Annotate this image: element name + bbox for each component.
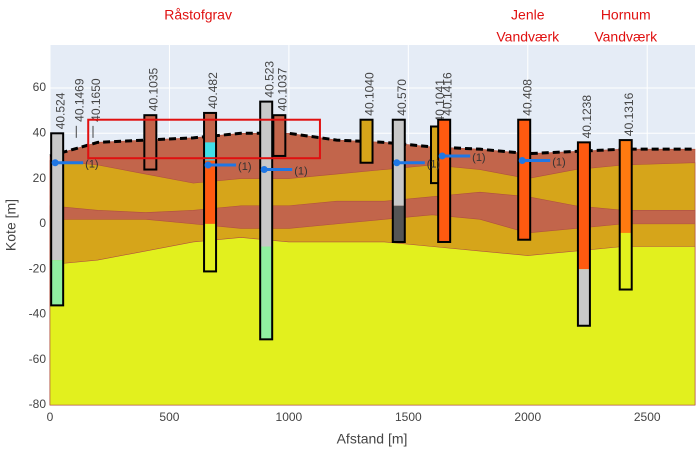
borehole-segment: [51, 133, 64, 261]
water-label: (1): [552, 156, 565, 168]
marker-label: 40.1469: [72, 78, 86, 122]
water-dot: [518, 156, 526, 164]
borehole-label: 40.570: [395, 79, 409, 116]
water-dot: [204, 161, 212, 169]
y-tick-label: -20: [29, 261, 47, 275]
borehole-segment: [273, 115, 286, 156]
borehole-label: 40.1040: [363, 72, 377, 116]
borehole-segment: [577, 142, 590, 270]
borehole-outline: [259, 100, 274, 341]
y-tick-label: -40: [29, 307, 47, 321]
water-label: (1): [238, 161, 251, 173]
borehole-segment: [577, 269, 590, 326]
water-label: (1): [85, 159, 98, 171]
borehole-outline: [143, 114, 158, 171]
water-label: (1): [427, 159, 440, 171]
x-tick-label: 500: [159, 410, 179, 424]
annotation: Råstofgrav: [164, 7, 232, 23]
borehole-segment: [204, 112, 217, 143]
borehole-segment: [619, 140, 632, 233]
borehole-label: 40.1316: [622, 92, 636, 136]
highlight-box: [87, 118, 321, 160]
annotation: Jenle: [511, 7, 545, 23]
y-tick-label: -80: [29, 397, 47, 411]
borehole-segment: [360, 119, 373, 163]
y-tick-label: -60: [29, 352, 47, 366]
annotation: Vandværk: [594, 29, 658, 45]
water-dot: [51, 159, 59, 167]
borehole-segment: [518, 119, 531, 240]
y-axis-label: Kote [m]: [3, 199, 19, 251]
y-tick-label: 20: [33, 171, 47, 185]
borehole-outline: [359, 118, 374, 164]
borehole-label: 40.1035: [147, 67, 161, 111]
borehole-outline: [517, 118, 532, 241]
x-axis-label: Afstand [m]: [337, 431, 408, 447]
borehole-outline: [618, 139, 633, 291]
marker-label: 40.1650: [89, 78, 103, 122]
water-dot: [260, 166, 268, 174]
x-tick-label: 1500: [395, 410, 422, 424]
borehole-outline: [391, 118, 406, 243]
y-tick-label: 40: [33, 125, 47, 139]
annotation: Vandværk: [496, 29, 560, 45]
x-tick-label: 2000: [514, 410, 541, 424]
x-tick-label: 1000: [276, 410, 303, 424]
water-label: (1): [472, 152, 485, 164]
borehole-segment: [51, 260, 64, 306]
borehole-outline: [576, 141, 591, 327]
borehole-label: 40.408: [520, 79, 534, 116]
x-tick-label: 0: [47, 410, 54, 424]
borehole-outline: [437, 118, 452, 243]
y-tick-label: 60: [33, 80, 47, 94]
borehole-segment: [260, 246, 273, 340]
borehole-outline: [50, 132, 65, 307]
borehole-segment: [619, 232, 632, 290]
borehole-label: 40.1037: [276, 67, 290, 111]
borehole-segment: [438, 119, 451, 242]
borehole-label: 40.1416: [440, 72, 454, 116]
water-dot: [393, 159, 401, 167]
y-tick-label: 0: [39, 216, 46, 230]
layer: [49, 237, 696, 406]
water-dot: [438, 152, 446, 160]
borehole-segment: [204, 142, 217, 161]
borehole-segment: [144, 115, 157, 170]
x-tick-label: 2500: [634, 410, 661, 424]
borehole-label: 40.524: [53, 92, 67, 129]
borehole-label: 40.523: [262, 61, 276, 98]
borehole-segment: [204, 223, 217, 272]
borehole-label: 40.482: [206, 72, 220, 109]
borehole-outline: [272, 114, 287, 157]
borehole-segment: [392, 205, 405, 242]
annotation: Hornum: [601, 7, 651, 23]
water-label: (1): [294, 165, 307, 177]
borehole-segment: [204, 160, 217, 224]
borehole-outline: [203, 111, 218, 273]
borehole-segment: [260, 101, 273, 247]
borehole-label: 40.1238: [580, 95, 594, 139]
borehole-label: 40.1041: [433, 79, 447, 123]
